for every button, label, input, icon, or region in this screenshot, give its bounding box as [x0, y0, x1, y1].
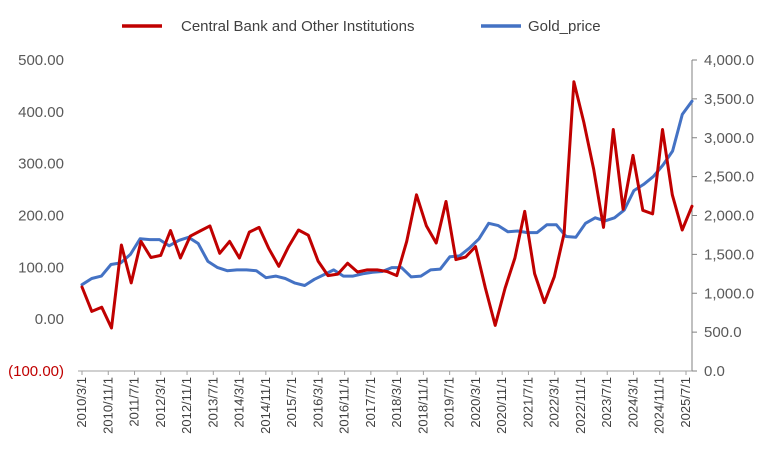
x-tick-label: 2022/3/1	[547, 377, 562, 428]
x-tick-label: 2011/7/1	[127, 377, 142, 427]
series-layer	[80, 80, 694, 330]
x-tick-label: 2018/11/1	[415, 377, 430, 434]
x-tick-label: 2017/7/1	[363, 377, 378, 428]
right-tick-label: 0.0	[704, 363, 725, 380]
series-line-gold-price	[80, 99, 694, 287]
right-tick-label: 1,500.0	[704, 246, 754, 263]
x-axis: 2010/3/1 2010/11/1 2011/7/1 2012/3/1 2012/11…	[74, 370, 693, 434]
left-tick-label: (100.00)	[8, 363, 64, 380]
x-tick-label: 2014/11/1	[258, 377, 273, 434]
x-tick-label: 2016/3/1	[310, 377, 325, 428]
legend-label-gold-price: Gold_price	[528, 18, 601, 35]
right-tick-label: 3,500.0	[704, 91, 754, 108]
x-tick-label: 2023/7/1	[599, 377, 614, 428]
x-tick-label: 2010/3/1	[74, 377, 89, 428]
left-tick-label: 300.00	[18, 156, 64, 173]
legend: Central Bank and Other Institutions Gold…	[122, 18, 601, 35]
x-tick-label: 2018/3/1	[389, 377, 404, 428]
left-tick-label: 400.00	[18, 104, 64, 121]
x-tick-label: 2021/7/1	[520, 377, 535, 428]
x-tick-label: 2024/11/1	[652, 377, 667, 434]
left-tick-label: 0.00	[35, 311, 64, 328]
x-tick-label: 2012/3/1	[153, 377, 168, 428]
right-tick-label: 2,000.0	[704, 208, 754, 225]
right-tick-label: 4,000.0	[704, 52, 754, 69]
x-tick-label: 2012/11/1	[179, 377, 194, 434]
left-tick-label: 500.00	[18, 52, 64, 69]
left-tick-label: 100.00	[18, 259, 64, 276]
right-axis: 0.0 500.0 1,000.0 1,500.0 2,000.0 2,500.0 3,00…	[691, 52, 754, 380]
right-tick-label: 1,000.0	[704, 285, 754, 302]
legend-label-central-bank: Central Bank and Other Institutions	[181, 18, 414, 35]
right-tick-label: 3,000.0	[704, 130, 754, 147]
series-line-central-bank	[80, 80, 694, 330]
x-tick-label: 2020/11/1	[494, 377, 509, 434]
right-tick-label: 500.0	[704, 324, 742, 341]
x-tick-label: 2025/7/1	[678, 377, 693, 428]
right-tick-label: 2,500.0	[704, 169, 754, 186]
x-tick-label: 2020/3/1	[468, 377, 483, 428]
x-tick-label: 2022/11/1	[573, 377, 588, 434]
left-tick-label: 200.00	[18, 208, 64, 225]
x-tick-label: 2016/11/1	[337, 377, 352, 434]
left-axis: (100.00) 0.00 100.00 200.00 300.00 400.00 500.…	[8, 52, 64, 380]
x-tick-label: 2015/7/1	[284, 377, 299, 428]
x-tick-label: 2024/3/1	[625, 377, 640, 428]
x-tick-label: 2014/3/1	[232, 377, 247, 428]
x-tick-label: 2013/7/1	[205, 377, 220, 428]
x-tick-label: 2010/11/1	[100, 377, 115, 434]
x-tick-label: 2019/7/1	[442, 377, 457, 428]
